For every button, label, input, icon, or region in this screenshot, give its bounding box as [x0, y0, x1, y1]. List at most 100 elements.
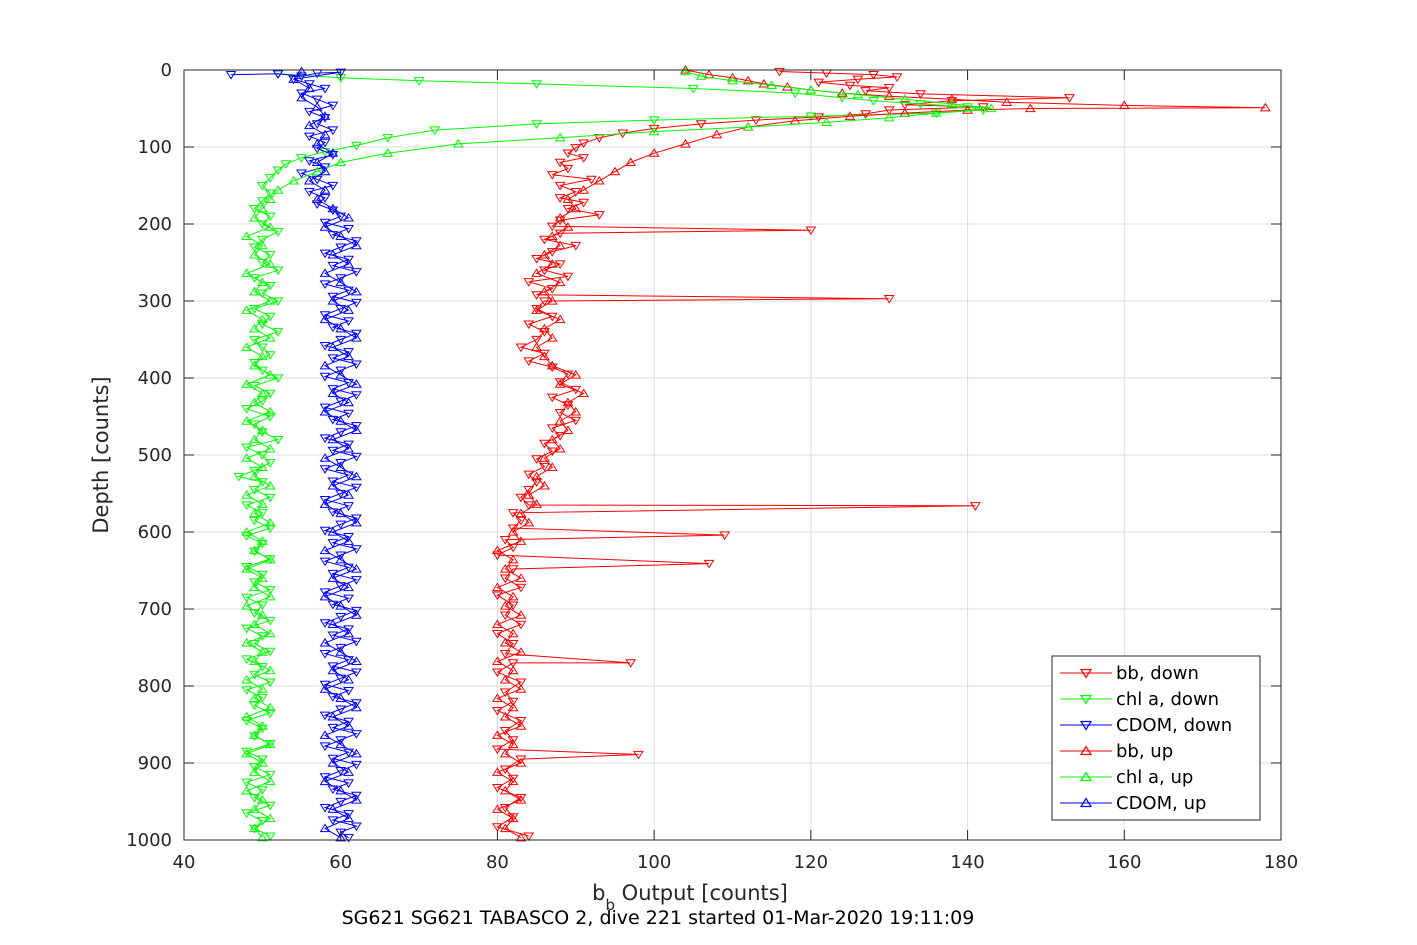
data-point [264, 296, 276, 305]
data-point [350, 668, 362, 678]
data-point [249, 204, 260, 214]
data-point [256, 758, 268, 767]
data-point [241, 785, 253, 795]
data-point [546, 231, 558, 240]
data-point [499, 536, 511, 545]
data-point [586, 175, 597, 185]
data-point [836, 94, 848, 103]
data-point [711, 129, 723, 139]
data-point [249, 249, 260, 259]
data-point [539, 266, 550, 276]
data-point [335, 520, 347, 530]
data-point [539, 351, 550, 361]
data-point [350, 656, 362, 666]
data-point [343, 625, 354, 635]
data-point [570, 188, 582, 197]
data-point [515, 794, 527, 804]
data-point [319, 218, 331, 228]
data-point [515, 755, 527, 765]
data-point [492, 823, 503, 832]
data-point [531, 471, 543, 481]
data-point [350, 791, 362, 801]
data-point [264, 212, 276, 222]
data-point [327, 385, 339, 394]
data-point [883, 295, 895, 304]
data-point [303, 157, 315, 166]
data-point [249, 619, 260, 629]
data-point [899, 94, 911, 103]
data-point [241, 342, 253, 351]
data-point [335, 274, 347, 283]
data-point [264, 480, 276, 490]
data-point [249, 578, 260, 588]
data-point [249, 466, 260, 476]
data-point [256, 601, 268, 611]
data-point [335, 462, 347, 471]
data-point [335, 785, 347, 795]
data-point [1064, 94, 1075, 103]
data-point [883, 91, 895, 100]
data-point [241, 717, 253, 726]
data-point [327, 569, 339, 579]
data-point [539, 235, 550, 245]
data-point [249, 212, 260, 222]
legend-marker [1079, 745, 1093, 756]
series-line [245, 71, 992, 839]
data-point [256, 755, 268, 765]
data-point [241, 624, 253, 634]
data-point [249, 471, 260, 481]
data-point [256, 181, 268, 191]
data-point [350, 237, 362, 246]
data-point [350, 379, 362, 388]
data-point [264, 709, 276, 718]
data-point [687, 84, 699, 94]
data-point [554, 260, 566, 270]
data-point [821, 117, 832, 127]
data-point [249, 397, 260, 407]
data-point [852, 89, 864, 99]
data-point [256, 693, 268, 703]
data-point [241, 268, 253, 277]
data-point [648, 124, 660, 134]
data-point [264, 194, 276, 204]
data-point [515, 508, 527, 518]
data-point [499, 674, 511, 684]
data-point [327, 446, 339, 456]
data-point [241, 778, 253, 788]
data-point [264, 222, 276, 231]
data-point [319, 742, 331, 752]
data-point [335, 68, 347, 78]
data-point [492, 693, 503, 702]
data-point [249, 286, 260, 296]
data-point [546, 171, 558, 180]
data-point [523, 278, 535, 287]
data-point [523, 501, 535, 511]
data-point [499, 785, 511, 795]
data-point [319, 406, 331, 416]
data-point [241, 563, 253, 572]
data-point [335, 613, 347, 622]
y-tick-label: 700 [138, 599, 172, 620]
data-point [319, 776, 331, 786]
data-point [539, 480, 550, 490]
data-point [507, 640, 519, 649]
data-point [249, 486, 260, 495]
data-point [578, 139, 590, 149]
data-point [539, 453, 550, 462]
data-point [327, 631, 339, 641]
data-point [241, 637, 253, 647]
data-point [241, 593, 253, 603]
legend-entry: CDOM, down [1060, 715, 1232, 736]
data-point [256, 509, 268, 518]
data-point [319, 372, 331, 382]
data-point [350, 699, 362, 708]
data-point [319, 114, 331, 123]
data-point [350, 545, 362, 554]
data-point [327, 203, 339, 213]
data-point [241, 711, 253, 721]
data-point [515, 516, 527, 526]
data-point [327, 662, 339, 671]
data-point [343, 594, 354, 604]
data-point [249, 670, 260, 680]
data-point [523, 490, 535, 499]
